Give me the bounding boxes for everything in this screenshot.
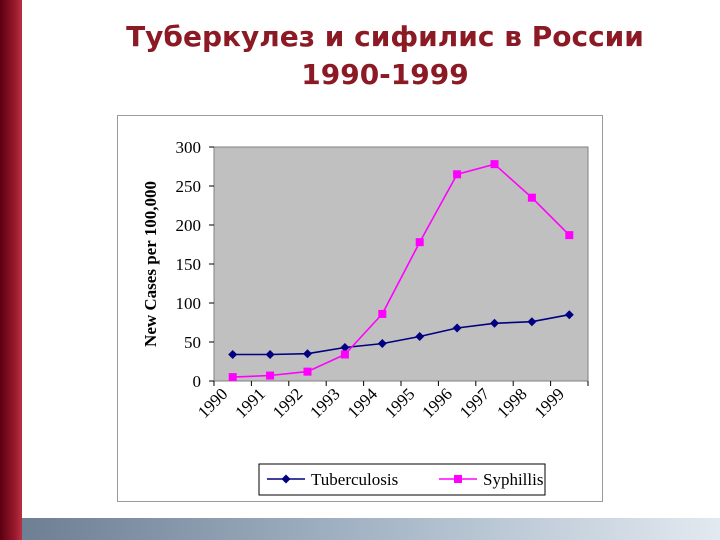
data-point-syphillis (415, 238, 424, 247)
data-point-tuberculosis (490, 318, 499, 328)
data-point-syphillis (228, 373, 237, 382)
y-tick-label: 50 (184, 333, 201, 352)
data-point-tuberculosis (340, 342, 350, 352)
data-point-syphillis (340, 350, 349, 359)
data-point-tuberculosis (415, 332, 425, 342)
data-point-syphillis (565, 231, 574, 240)
slide-title-line1: Туберкулез и сифилис в России (126, 20, 644, 53)
y-axis-label: New Cases per 100,000 (141, 181, 160, 347)
y-tick-label: 100 (176, 294, 202, 313)
y-tick-label: 300 (176, 138, 202, 157)
legend-label-syphillis: Syphillis (483, 470, 543, 489)
y-tick-label: 150 (176, 255, 202, 274)
y-tick-label: 250 (176, 177, 202, 196)
bottom-accent-bar (22, 518, 720, 540)
data-point-syphillis (303, 367, 312, 376)
data-point-tuberculosis (303, 349, 312, 359)
left-accent-bar (0, 0, 22, 540)
slide-title-line2: 1990-1999 (301, 58, 469, 91)
data-point-syphillis (490, 160, 499, 169)
data-point-syphillis (527, 193, 536, 202)
y-tick-label: 200 (176, 216, 202, 235)
data-point-tuberculosis (564, 310, 574, 320)
data-point-tuberculosis (228, 349, 238, 359)
legend-label-tuberculosis: Tuberculosis (311, 470, 398, 489)
data-point-syphillis (453, 170, 462, 179)
data-point-tuberculosis (377, 339, 387, 349)
slide-title: Туберкулез и сифилис в России 1990-1999 (40, 18, 720, 94)
plot-area (213, 146, 589, 382)
data-point-tuberculosis (265, 349, 275, 359)
legend-box (258, 463, 546, 496)
y-tick-label: 0 (193, 372, 202, 391)
data-point-tuberculosis (527, 317, 537, 327)
data-point-syphillis (378, 309, 387, 318)
series-line-tuberculosis (232, 313, 570, 356)
data-point-syphillis (266, 371, 275, 380)
legend-marker-tuberculosis (281, 474, 291, 484)
series-line-syphillis (232, 163, 570, 378)
legend-marker-syphillis (454, 475, 462, 483)
data-point-tuberculosis (452, 323, 462, 333)
